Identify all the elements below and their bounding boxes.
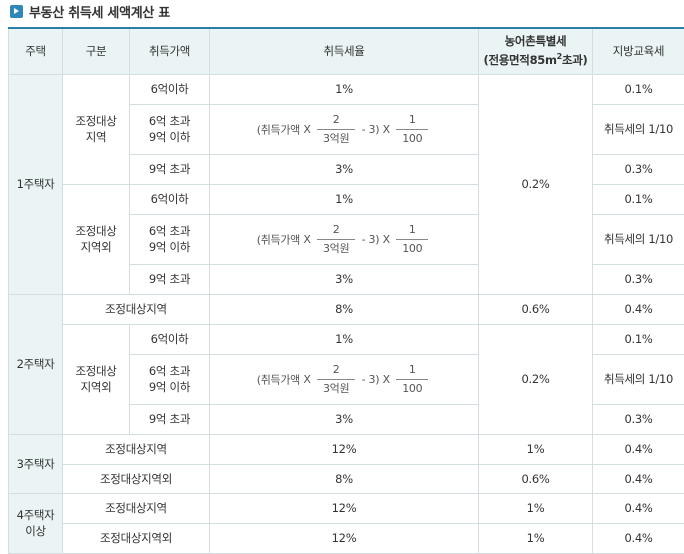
table-row: 조정대상지역외 8% 0.6% 0.4% xyxy=(9,463,684,494)
edu-tax-cell: 취득세의 1/10 xyxy=(592,103,684,155)
price-under-6: 6억이하 xyxy=(129,73,210,105)
agri-tax-cell: 1% xyxy=(478,492,593,524)
agri-tax-cell: 0.6% xyxy=(478,293,593,325)
price-over-9: 9억 초과 xyxy=(129,153,210,185)
edu-tax-cell: 취득세의 1/10 xyxy=(592,353,684,405)
header-agri-line1: 농어촌특별세 xyxy=(504,34,567,49)
table-row: 9억 초과 3% 0.3% xyxy=(9,153,684,185)
rate-cell: 8% xyxy=(209,293,479,325)
agri-tax-cell: 0.2% xyxy=(478,323,593,435)
acquisition-tax-table: 주택 구분 취득가액 취득세율 농어촌특별세 (전용면적85m2초과) 지방교육… xyxy=(8,27,684,554)
header-rate: 취득세율 xyxy=(209,27,479,75)
house-4-plus: 4주택자 이상 xyxy=(8,492,63,554)
price-6-to-9: 6억 초과 9억 이하 xyxy=(129,213,210,265)
house-1: 1주택자 xyxy=(8,73,63,295)
rate-formula: (취득가액 X 2 3억원 - 3) X 1 100 xyxy=(209,353,479,405)
area-adjusted: 조정대상지역 xyxy=(62,433,210,465)
table-row: 6억 초과 9억 이하 (취득가액 X 2 3억원 - 3) X 1 100 취득세의… xyxy=(9,213,684,265)
edu-tax-cell: 0.3% xyxy=(592,263,684,295)
table-row: 조정대상 지역외 6억이하 1% 0.1% xyxy=(9,183,684,295)
edu-tax-cell: 0.4% xyxy=(592,492,684,524)
price-under-6: 6억이하 xyxy=(129,183,210,215)
table-row: 조정대상지역외 12% 1% 0.4% xyxy=(9,522,684,554)
header-price: 취득가액 xyxy=(129,27,210,75)
header-house: 주택 xyxy=(8,27,63,75)
edu-tax-cell: 0.1% xyxy=(592,73,684,105)
area-adjusted: 조정대상지역 xyxy=(62,293,210,325)
table-row: 2주택자 조정대상지역 8% 0.6% 0.4% xyxy=(8,293,684,435)
agri-tax-cell: 1% xyxy=(478,433,593,465)
edu-tax-cell: 0.4% xyxy=(592,293,684,325)
house-3: 3주택자 xyxy=(8,433,63,494)
rate-cell: 1% xyxy=(209,73,479,105)
edu-tax-cell: 0.4% xyxy=(592,522,684,554)
agri-tax-cell: 0.2% xyxy=(478,73,593,295)
header-type: 구분 xyxy=(62,27,130,75)
rate-formula: (취득가액 X 2 3억원 - 3) X 1 100 xyxy=(209,213,479,265)
rate-cell: 12% xyxy=(209,522,479,554)
arrow-bullet-icon xyxy=(10,4,23,18)
rate-formula: (취득가액 X 2 3억원 - 3) X 1 100 xyxy=(209,103,479,155)
rate-cell: 1% xyxy=(209,323,479,355)
area-adjusted: 조정대상지역 xyxy=(62,492,210,524)
table-row: 4주택자 이상 조정대상지역 12% 1% 0.4% xyxy=(8,492,684,554)
edu-tax-cell: 취득세의 1/10 xyxy=(592,213,684,265)
agri-tax-cell: 0.6% xyxy=(478,463,593,494)
price-under-6: 6억이하 xyxy=(129,323,210,355)
area-non-adjusted: 조정대상지역외 xyxy=(62,522,210,554)
header-agri-line2: (전용면적85m2초과) xyxy=(483,52,588,68)
table-row: 3주택자 조정대상지역 12% 1% 0.4% xyxy=(8,433,684,494)
rate-cell: 1% xyxy=(209,183,479,215)
area-non-adjusted: 조정대상지역외 xyxy=(62,463,210,494)
rate-cell: 12% xyxy=(209,433,479,465)
rate-cell: 3% xyxy=(209,403,479,435)
table-header-row: 주택 구분 취득가액 취득세율 농어촌특별세 (전용면적85m2초과) 지방교육… xyxy=(8,27,684,75)
header-edu-tax: 지방교육세 xyxy=(592,27,684,75)
rate-cell: 3% xyxy=(209,153,479,185)
edu-tax-cell: 0.3% xyxy=(592,153,684,185)
table-row: 조정대상 지역외 6억이하 1% 0.2% 0.1% xyxy=(9,323,684,435)
rate-cell: 12% xyxy=(209,492,479,524)
edu-tax-cell: 0.3% xyxy=(592,403,684,435)
table-row: 6억 초과 9억 이하 (취득가액 X 2 3억원 - 3) X 1 100 취득세의… xyxy=(9,103,684,155)
price-over-9: 9억 초과 xyxy=(129,403,210,435)
section-title: 부동산 취득세 세액계산 표 xyxy=(10,1,170,21)
table-row: 9억 초과 3% 0.3% xyxy=(9,263,684,295)
rate-cell: 8% xyxy=(209,463,479,494)
price-6-to-9: 6억 초과 9억 이하 xyxy=(129,353,210,405)
edu-tax-cell: 0.1% xyxy=(592,323,684,355)
page-title: 부동산 취득세 세액계산 표 xyxy=(29,5,170,21)
header-agri-tax: 농어촌특별세 (전용면적85m2초과) xyxy=(478,27,593,75)
price-6-to-9: 6억 초과 9억 이하 xyxy=(129,103,210,155)
house-2: 2주택자 xyxy=(8,293,63,435)
edu-tax-cell: 0.4% xyxy=(592,463,684,494)
price-over-9: 9억 초과 xyxy=(129,263,210,295)
agri-tax-cell: 1% xyxy=(478,522,593,554)
edu-tax-cell: 0.4% xyxy=(592,433,684,465)
edu-tax-cell: 0.1% xyxy=(592,183,684,215)
table-row: 1주택자 조정대상 지역 6억이하 1% 0.2% 0.1% xyxy=(8,73,684,295)
rate-cell: 3% xyxy=(209,263,479,295)
